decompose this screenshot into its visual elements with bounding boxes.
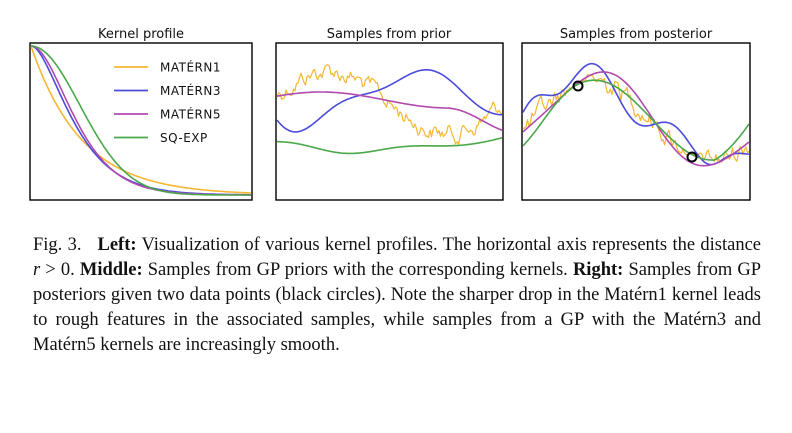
posterior-frame: [521, 42, 751, 201]
kernel-curve-matern1: [30, 45, 252, 194]
prior-frame: [275, 42, 504, 201]
kernel-profile-title: Kernel profile: [98, 27, 184, 42]
prior-panel: Samples from prior: [275, 27, 504, 201]
prior-lines: [276, 64, 503, 155]
figure-label: Fig. 3.: [33, 235, 82, 255]
figure-caption: Fig. 3. Left: Visualization of various k…: [33, 233, 761, 358]
posterior-title: Samples from posterior: [560, 27, 713, 42]
legend-label-matern3: MATÉRN3: [160, 83, 221, 98]
prior-title: Samples from prior: [327, 27, 452, 42]
kernel-profile-panel: Kernel profile MATÉRN1 MATÉRN3 MATÉRN5 SQ-E…: [29, 27, 253, 201]
left-text: Visualization of various kernel profiles…: [136, 235, 762, 255]
kernel-curve-sq-exp: [30, 45, 251, 196]
posterior-lines: [522, 62, 750, 167]
kernel-lines: [30, 45, 252, 196]
left-head: Left:: [97, 235, 137, 255]
data-point-2: [686, 151, 698, 163]
math-rel: > 0: [40, 260, 71, 280]
prior-sample-matern1: [276, 64, 503, 145]
figure: Kernel profile MATÉRN1 MATÉRN3 MATÉRN5 SQ-E…: [29, 27, 751, 201]
right-text: Samples from GP posteriors given two dat…: [33, 260, 762, 355]
legend-label-sq-exp: SQ-EXP: [160, 131, 208, 145]
prior-sample-matern5: [276, 91, 503, 131]
right-head: Right:: [572, 260, 624, 280]
math-r: r: [33, 260, 41, 280]
posterior-sample-matern1: [522, 73, 750, 163]
sentence-end: .: [70, 260, 80, 280]
posterior-panel: Samples from posterior: [521, 27, 751, 201]
middle-text: Samples from GP priors with the correspo…: [142, 260, 573, 280]
prior-sample-matern3: [276, 69, 502, 133]
posterior-sample-sq-exp: [522, 79, 750, 161]
legend-label-matern5: MATÉRN5: [160, 107, 221, 122]
prior-sample-sq-exp: [276, 137, 503, 155]
data-point-1: [572, 80, 584, 92]
legend-label-matern1: MATÉRN1: [160, 60, 221, 75]
middle-head: Middle:: [79, 260, 143, 280]
legend: MATÉRN1 MATÉRN3 MATÉRN5 SQ-EXP: [114, 60, 221, 145]
